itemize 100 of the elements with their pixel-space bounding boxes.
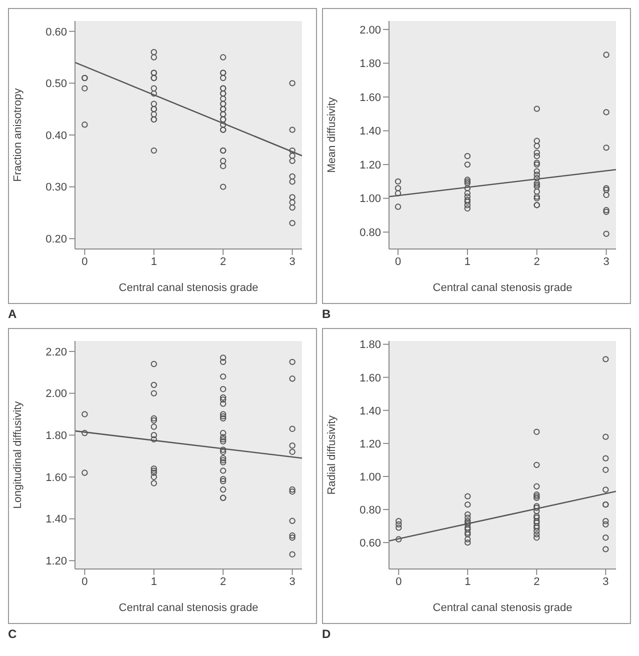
- point: [464, 190, 471, 196]
- point: [464, 202, 471, 208]
- point: [602, 486, 609, 493]
- point: [220, 448, 226, 455]
- x-axis-title: Central canal stenosis grade: [118, 602, 258, 614]
- point: [220, 373, 226, 380]
- y-tick-label: 1.80: [360, 58, 381, 70]
- y-tick-label: 0.40: [46, 130, 67, 142]
- point: [289, 199, 296, 206]
- point: [602, 455, 609, 462]
- point: [150, 147, 157, 154]
- point: [289, 534, 296, 541]
- point: [289, 178, 296, 185]
- point: [220, 396, 226, 403]
- point: [289, 147, 296, 154]
- point: [150, 474, 157, 480]
- point: [602, 356, 609, 362]
- point: [534, 483, 540, 490]
- point: [464, 511, 471, 518]
- point: [150, 390, 157, 396]
- point: [394, 178, 402, 185]
- x-axis-title: Central canal stenosis grade: [118, 282, 258, 294]
- point: [289, 173, 296, 180]
- y-tick-label: 1.60: [360, 92, 381, 104]
- point: [534, 188, 540, 195]
- y-tick-label: 1.00: [360, 193, 381, 206]
- point: [289, 442, 296, 449]
- point: [150, 54, 157, 60]
- x-axis-title: Central canal stenosis grade: [432, 282, 572, 294]
- point: [289, 376, 296, 382]
- point: [602, 518, 609, 524]
- point: [464, 205, 471, 212]
- y-tick-label: 1.60: [360, 372, 381, 384]
- point: [603, 192, 610, 198]
- y-tick-label: 1.40: [46, 514, 67, 526]
- point: [289, 126, 296, 133]
- point: [289, 220, 296, 226]
- y-tick-label: 1.20: [360, 159, 381, 172]
- text: B: [322, 307, 331, 321]
- x-tick-label: 2: [220, 576, 226, 588]
- y-tick-label: 0.50: [46, 78, 67, 90]
- point: [82, 411, 88, 418]
- point: [602, 534, 609, 541]
- point: [534, 168, 540, 174]
- y-tick-label: 1.00: [360, 471, 381, 484]
- point: [289, 518, 296, 524]
- point: [394, 190, 402, 196]
- y-tick-label: 1.80: [46, 430, 67, 442]
- point: [603, 109, 610, 116]
- point: [534, 172, 540, 178]
- x-tick-label: 0: [82, 576, 88, 588]
- y-axis-title: Fraction anisotropy: [12, 88, 24, 182]
- point: [220, 411, 226, 418]
- point: [534, 142, 540, 150]
- y-axis-title: Radial diffusivity: [326, 414, 338, 495]
- y-tick-label: 2.20: [46, 346, 67, 358]
- point: [220, 468, 226, 474]
- y-tick-label: 0.80: [360, 504, 381, 516]
- x-tick-label: 0: [82, 256, 88, 268]
- point: [220, 386, 226, 392]
- point: [464, 178, 471, 185]
- y-tick-label: 0.60: [46, 26, 67, 38]
- text: D: [322, 627, 331, 641]
- point: [394, 185, 402, 192]
- point: [220, 354, 226, 361]
- point: [150, 111, 157, 118]
- y-tick-label: 0.30: [46, 182, 67, 194]
- point: [602, 466, 609, 473]
- point: [82, 122, 88, 128]
- point: [534, 534, 540, 541]
- text: A: [8, 307, 17, 321]
- point: [396, 521, 402, 528]
- point: [220, 394, 226, 401]
- point: [534, 153, 540, 160]
- point: [220, 413, 226, 420]
- y-tick-label: 0.80: [360, 227, 381, 240]
- point: [602, 521, 609, 528]
- point: [534, 183, 540, 190]
- point: [534, 508, 540, 514]
- y-tick-label: 1.40: [360, 405, 381, 418]
- point: [150, 436, 157, 442]
- point: [220, 158, 226, 164]
- x-tick-label: 1: [150, 256, 157, 268]
- point: [82, 85, 88, 92]
- point: [220, 54, 226, 60]
- point: [534, 522, 540, 530]
- point: [220, 459, 226, 466]
- point: [396, 536, 402, 542]
- x-tick-label: 3: [289, 576, 296, 588]
- point: [220, 434, 226, 440]
- point: [289, 486, 296, 493]
- point: [289, 358, 296, 366]
- x-tick-label: 1: [150, 576, 157, 588]
- point: [464, 514, 471, 521]
- x-tick-label: 3: [289, 256, 296, 268]
- point: [534, 106, 540, 112]
- point: [150, 417, 157, 424]
- point: [534, 462, 540, 468]
- x-tick-label: 0: [394, 256, 402, 268]
- point: [603, 230, 610, 237]
